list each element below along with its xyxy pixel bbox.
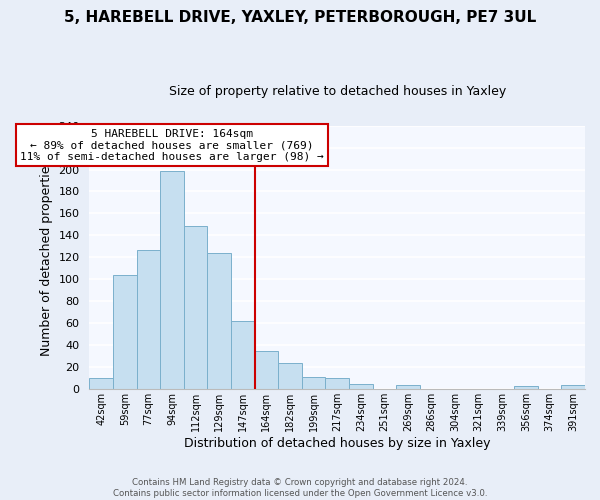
Bar [137, 250, 160, 390]
Bar [396, 385, 420, 390]
Y-axis label: Number of detached properties: Number of detached properties [40, 159, 53, 356]
Bar [278, 363, 302, 390]
Text: 5 HAREBELL DRIVE: 164sqm
← 89% of detached houses are smaller (769)
11% of semi-: 5 HAREBELL DRIVE: 164sqm ← 89% of detach… [20, 129, 324, 162]
Bar [562, 385, 585, 390]
Bar [113, 275, 137, 390]
Bar [231, 321, 254, 390]
Text: 5, HAREBELL DRIVE, YAXLEY, PETERBOROUGH, PE7 3UL: 5, HAREBELL DRIVE, YAXLEY, PETERBOROUGH,… [64, 10, 536, 25]
X-axis label: Distribution of detached houses by size in Yaxley: Distribution of detached houses by size … [184, 437, 490, 450]
Text: Contains HM Land Registry data © Crown copyright and database right 2024.
Contai: Contains HM Land Registry data © Crown c… [113, 478, 487, 498]
Bar [514, 386, 538, 390]
Bar [349, 384, 373, 390]
Bar [160, 170, 184, 390]
Bar [302, 377, 325, 390]
Bar [254, 351, 278, 390]
Title: Size of property relative to detached houses in Yaxley: Size of property relative to detached ho… [169, 85, 506, 98]
Bar [325, 378, 349, 390]
Bar [208, 253, 231, 390]
Bar [184, 226, 208, 390]
Bar [89, 378, 113, 390]
